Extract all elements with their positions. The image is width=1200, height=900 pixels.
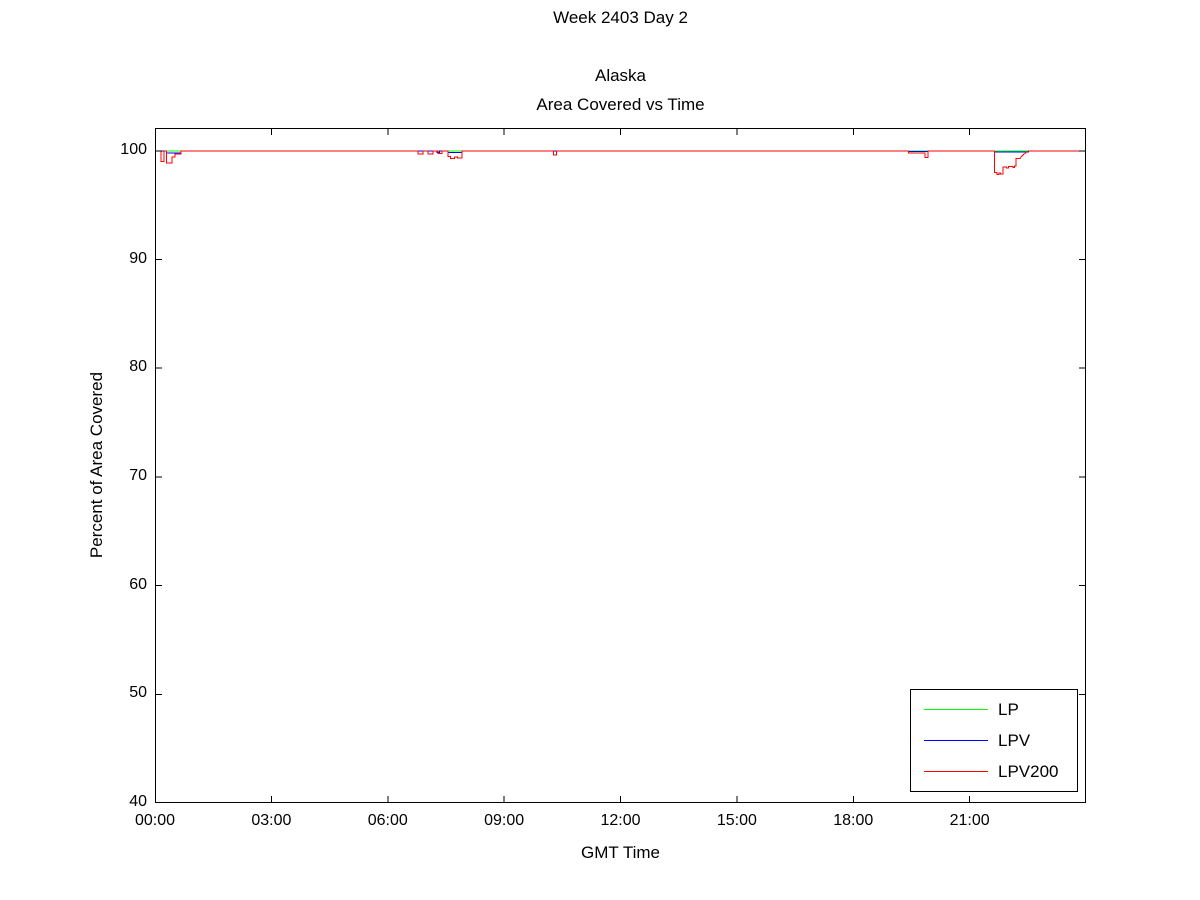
x-tick-label: 15:00 bbox=[716, 812, 757, 829]
legend-label-lpv200: LPV200 bbox=[998, 762, 1059, 781]
series-line-lpv200 bbox=[155, 150, 1086, 176]
x-tick-label: 21:00 bbox=[949, 812, 990, 829]
legend-line-sample-lp bbox=[924, 709, 988, 710]
axes-title-line1: Alaska bbox=[594, 66, 647, 85]
legend-label-lpv: LPV bbox=[998, 731, 1031, 750]
legend-label-lp: LP bbox=[998, 700, 1019, 719]
y-tick-label: 70 bbox=[129, 466, 147, 484]
legend-line-sample-lpv200 bbox=[924, 771, 988, 772]
legend-entry-lpv: LPV bbox=[911, 726, 1077, 756]
x-tick-label: 00:00 bbox=[134, 812, 176, 829]
figure-title: Week 2403 Day 2 bbox=[553, 8, 688, 27]
y-tick-label: 50 bbox=[129, 684, 147, 702]
y-tick-label: 100 bbox=[120, 140, 147, 158]
x-tick-label: 06:00 bbox=[367, 812, 408, 829]
legend-entry-lpv200: LPV200 bbox=[911, 757, 1077, 787]
x-tick-label: 12:00 bbox=[600, 812, 641, 829]
axes-title-line2: Area Covered vs Time bbox=[536, 95, 705, 114]
x-tick-label: 09:00 bbox=[484, 812, 525, 829]
legend-line-sample-lpv bbox=[924, 740, 988, 741]
y-tick-label: 90 bbox=[129, 249, 147, 267]
x-tick-label: 18:00 bbox=[833, 812, 874, 829]
legend-box: LP LPV LPV200 bbox=[910, 689, 1078, 792]
y-tick-label: 40 bbox=[129, 793, 147, 810]
y-tick-label: 80 bbox=[129, 358, 147, 376]
legend-entry-lp: LP bbox=[911, 695, 1077, 725]
x-axis-label: GMT Time bbox=[580, 843, 661, 862]
axes-border bbox=[155, 128, 1086, 803]
x-tick-label: 03:00 bbox=[251, 812, 292, 829]
y-tick-label: 60 bbox=[129, 575, 147, 593]
plot-area bbox=[155, 128, 1086, 803]
